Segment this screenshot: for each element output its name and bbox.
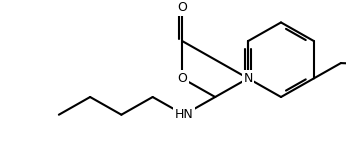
Text: O: O: [177, 72, 187, 85]
Text: N: N: [243, 72, 253, 85]
Text: HN: HN: [174, 108, 193, 121]
Text: O: O: [177, 1, 187, 14]
